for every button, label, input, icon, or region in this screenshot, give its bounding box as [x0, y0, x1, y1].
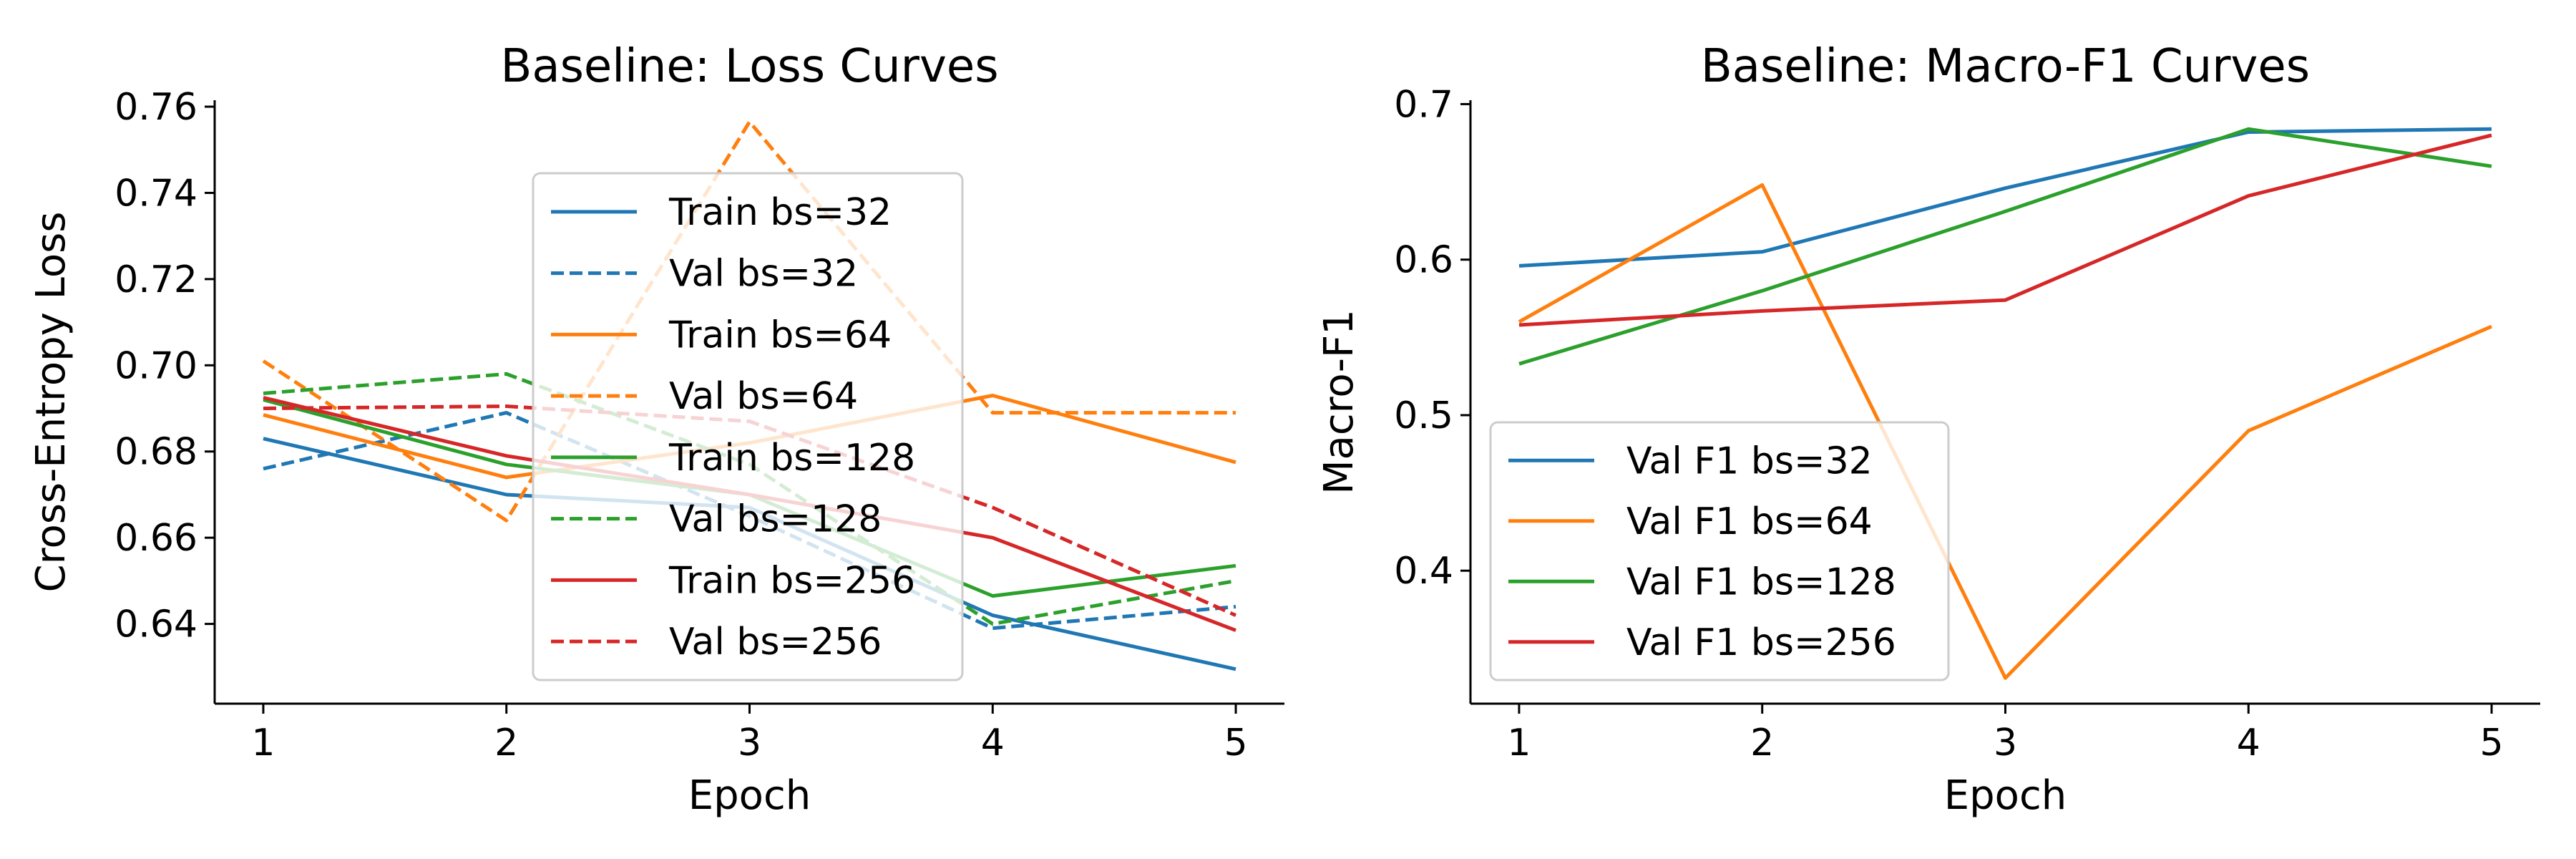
x-tick-label: 5 [2479, 722, 2503, 765]
legend-label: Val F1 bs=256 [1626, 621, 1896, 664]
legend-label: Train bs=256 [668, 559, 915, 602]
x-tick-label: 3 [1994, 722, 2017, 765]
y-axis-label: Macro-F1 [1316, 309, 1362, 495]
x-tick-label: 1 [251, 722, 275, 765]
legend-label: Train bs=128 [668, 437, 915, 480]
x-axis-label: Epoch [688, 772, 811, 819]
legend-label: Val F1 bs=64 [1626, 500, 1873, 543]
y-tick-label: 0.70 [114, 344, 197, 387]
x-tick-label: 1 [1507, 722, 1531, 765]
chart-panel-2: 1 2 3 4 5 0.4 0.5 0.6 0.7 Baseline: Macro-F1 Curv… [1316, 40, 2540, 819]
x-tick-label: 2 [1750, 722, 1774, 765]
y-tick-label: 0.64 [114, 603, 197, 646]
legend-label: Val bs=256 [669, 621, 882, 664]
y-tick-label: 0.4 [1394, 550, 1453, 593]
legend-box [532, 172, 964, 681]
series-lines [1518, 127, 2492, 680]
x-tick-label: 4 [2237, 722, 2260, 765]
chart-title: Baseline: Loss Curves [500, 40, 998, 93]
y-tick-label: 0.74 [114, 172, 197, 215]
legend-label: Val bs=32 [669, 253, 858, 296]
x-tick-label: 4 [981, 722, 1005, 765]
series-line-val-bs-64 [262, 120, 1236, 523]
y-axis-label: Cross-Entropy Loss [28, 212, 74, 593]
y-tick-label: 0.66 [114, 517, 197, 560]
series-line-val-f1-bs-32 [1518, 127, 2492, 268]
y-tick-label: 0.6 [1394, 239, 1453, 282]
y-tick-label: 0.76 [114, 86, 197, 129]
y-tick-label: 0.68 [114, 431, 197, 474]
legend-label: Val bs=64 [669, 375, 858, 418]
chart-title: Baseline: Macro-F1 Curves [1701, 40, 2310, 93]
x-tick-label: 3 [738, 722, 761, 765]
legend-label: Val bs=128 [669, 498, 882, 541]
legend-label: Val F1 bs=128 [1626, 560, 1896, 603]
series-line-val-f1-bs-64 [1518, 183, 2492, 680]
series-line-val-f1-bs-128 [1518, 127, 2492, 366]
legend-label: Train bs=32 [668, 191, 892, 234]
x-axis-label: Epoch [1944, 772, 2067, 819]
legend-box [1489, 421, 1950, 681]
legend: Val F1 bs=32 Val F1 bs=64 Val F1 bs=128 Val… [1489, 421, 1950, 681]
x-tick-label: 5 [1224, 722, 1247, 765]
y-tick-label: 0.7 [1394, 83, 1453, 126]
y-tick-label: 0.72 [114, 258, 197, 301]
x-tick-label: 2 [494, 722, 518, 765]
legend: Train bs=32 Val bs=32 Train bs=64 Val bs=64… [532, 172, 964, 681]
y-tick-label: 0.5 [1394, 394, 1453, 437]
legend-label: Train bs=64 [668, 314, 892, 356]
chart-panel-1: 1 2 3 4 5 0.64 0.66 0.68 0.70 0.72 0.74 0.76 Baselin… [28, 40, 1284, 819]
legend-label: Val F1 bs=32 [1626, 440, 1873, 482]
series-line-val-f1-bs-256 [1518, 133, 2492, 327]
